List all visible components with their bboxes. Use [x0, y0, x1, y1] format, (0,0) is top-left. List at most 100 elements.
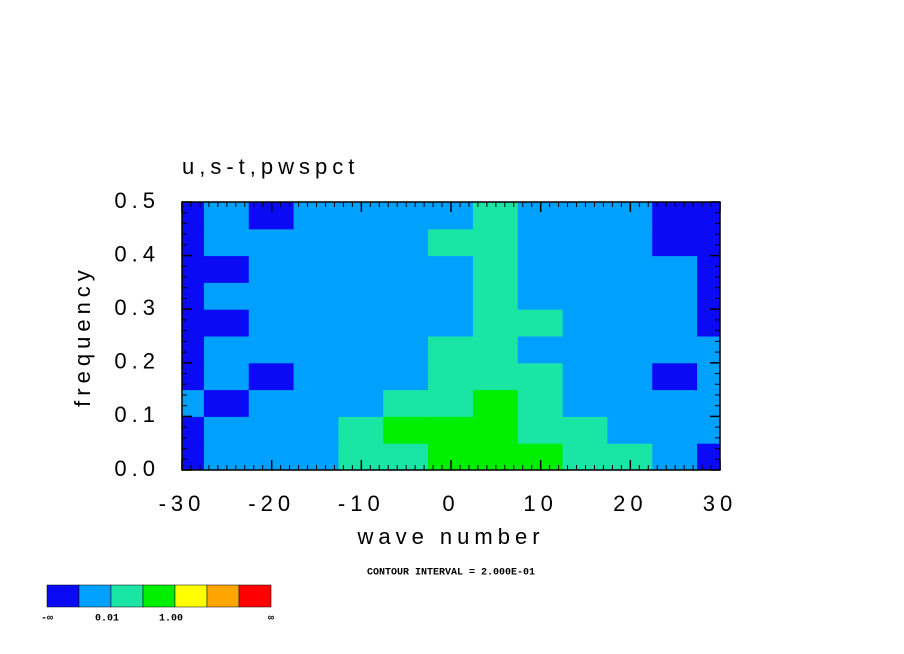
contour-cell [338, 389, 385, 417]
contour-cell [607, 228, 654, 257]
contour-cell [428, 362, 474, 391]
colorbar-label: ∞ [268, 614, 274, 625]
contour-cell [383, 415, 430, 444]
x-tick-label: 0 [442, 491, 459, 516]
colorbar-swatch [206, 584, 240, 608]
contour-cell [472, 281, 519, 310]
contour-cell [182, 202, 205, 230]
y-tick-label: 0.5 [114, 188, 160, 213]
contour-cell [652, 255, 699, 283]
colorbar-swatch [110, 584, 144, 608]
contour-cell [293, 308, 340, 337]
contour-cell [652, 335, 699, 364]
contour-cell [248, 228, 295, 257]
contour-cell [428, 255, 474, 283]
contour-cell [428, 389, 474, 417]
contour-cell [293, 281, 340, 310]
contour-cell [248, 389, 295, 417]
contour-cell [607, 335, 654, 364]
contour-cell [182, 362, 205, 391]
colorbar-swatch [174, 584, 208, 608]
contour-cell [248, 281, 295, 310]
contour-cell [428, 335, 474, 364]
contour-cell [383, 362, 430, 391]
colorbar-label: -∞ [41, 614, 53, 625]
y-tick-label: 0.1 [114, 402, 160, 427]
contour-cell [248, 415, 295, 444]
x-tick-label: 30 [703, 491, 737, 516]
contour-cell [383, 228, 430, 257]
contour-cell [517, 415, 564, 444]
contour-cell [607, 308, 654, 337]
contour-cell [697, 281, 720, 310]
contour-cell [383, 389, 430, 417]
contour-cell [517, 362, 564, 391]
contour-cell [338, 308, 385, 337]
contour-cell [338, 281, 385, 310]
contour-cell [428, 308, 474, 337]
contour-cell [517, 308, 564, 337]
contour-cell [562, 228, 609, 257]
contour-cell [182, 281, 205, 310]
contour-cell [203, 389, 250, 417]
colorbar-swatch [78, 584, 112, 608]
contour-cell [517, 335, 564, 364]
contour-cell [383, 308, 430, 337]
contour-cell [203, 255, 250, 283]
y-tick-label: 0.4 [114, 241, 160, 266]
contour-cell [428, 415, 474, 444]
x-tick-label: -20 [248, 491, 295, 516]
contour-cell [562, 308, 609, 337]
contour-cell [652, 389, 699, 417]
contour-cell [562, 415, 609, 444]
contour-cell [697, 202, 720, 230]
contour-cell [182, 308, 205, 337]
y-axis-label: frequency [70, 265, 95, 407]
contour-cell [203, 308, 250, 337]
contour-cell [562, 389, 609, 417]
contour-cell [338, 228, 385, 257]
contour-cell [652, 415, 699, 444]
contour-cell [607, 281, 654, 310]
contour-cell [182, 335, 205, 364]
colorbar-swatch [142, 584, 176, 608]
contour-cell [607, 255, 654, 283]
contour-cell [248, 308, 295, 337]
contour-cell [517, 389, 564, 417]
contour-cell [182, 415, 205, 444]
y-tick-label: 0.0 [114, 456, 160, 481]
contour-cell [472, 415, 519, 444]
contour-cell [248, 255, 295, 283]
contour-cell [383, 281, 430, 310]
contour-cell [652, 281, 699, 310]
contour-cell [293, 335, 340, 364]
contour-cell [562, 281, 609, 310]
x-tick-label: -30 [159, 491, 206, 516]
contour-cell [293, 228, 340, 257]
contour-cell [338, 255, 385, 283]
contour-cell [697, 255, 720, 283]
contour-cell [248, 335, 295, 364]
contour-cell [182, 255, 205, 283]
contour-cell [293, 415, 340, 444]
colorbar-label: 1.00 [159, 614, 183, 625]
contour-cell [517, 281, 564, 310]
contour-cell [697, 442, 720, 470]
contour-cell [562, 362, 609, 391]
x-axis-label: wave number [356, 524, 544, 549]
contour-cell [248, 362, 295, 391]
contour-cell [383, 255, 430, 283]
contour-cell [607, 362, 654, 391]
x-tick-label: 10 [523, 491, 557, 516]
contour-cell [472, 255, 519, 283]
contour-cell [203, 362, 250, 391]
contour-cell [697, 308, 720, 337]
contour-cell [652, 228, 699, 257]
contour-cell [562, 255, 609, 283]
colorbar-label: 0.01 [95, 614, 119, 625]
contour-cell [652, 308, 699, 337]
contour-cell [203, 335, 250, 364]
colorbar-swatch [238, 584, 272, 608]
contour-cell [428, 228, 474, 257]
